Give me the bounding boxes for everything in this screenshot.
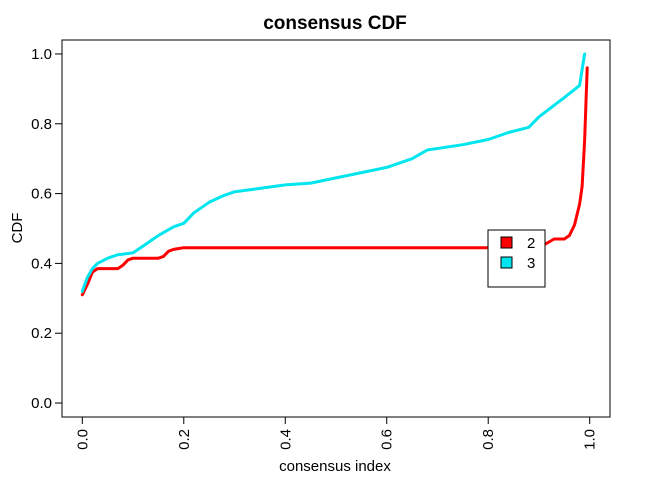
legend-swatch-2 <box>500 236 513 249</box>
legend-label-2: 2 <box>527 235 535 252</box>
x-axis: 0.0 0.2 0.4 0.6 0.8 1.0 <box>74 416 599 450</box>
legend: 23 <box>487 229 546 288</box>
plot-border <box>61 39 611 418</box>
y-tick-label: 0.6 <box>31 186 52 203</box>
y-tick-label: 1.0 <box>31 46 52 63</box>
legend-label-3: 3 <box>527 255 535 272</box>
y-tick-label: 0.4 <box>31 255 52 272</box>
x-tick-label: 0.8 <box>480 429 497 450</box>
y-tick-label: 0.8 <box>31 116 52 133</box>
x-tick-label: 0.2 <box>176 429 193 450</box>
legend-box <box>487 229 546 288</box>
x-tick-label: 0.6 <box>379 429 396 450</box>
series-layer <box>80 52 589 297</box>
legend-items: 23 <box>500 235 535 272</box>
y-tick-label: 0.0 <box>31 395 52 412</box>
chart-title: consensus CDF <box>263 13 407 34</box>
y-axis-title: CDF <box>9 213 26 244</box>
x-tick-label: 1.0 <box>582 429 599 450</box>
series-line-2 <box>80 66 589 297</box>
legend-swatch-3 <box>500 256 513 269</box>
x-tick-label: 0.4 <box>277 429 294 450</box>
x-tick-label: 0.0 <box>74 429 91 450</box>
series-line-3 <box>80 52 587 293</box>
plot-area <box>61 39 611 418</box>
x-axis-title: consensus index <box>279 458 391 475</box>
y-axis: 0.0 0.2 0.4 0.6 0.8 1.0 <box>31 46 63 412</box>
y-tick-label: 0.2 <box>31 325 52 342</box>
